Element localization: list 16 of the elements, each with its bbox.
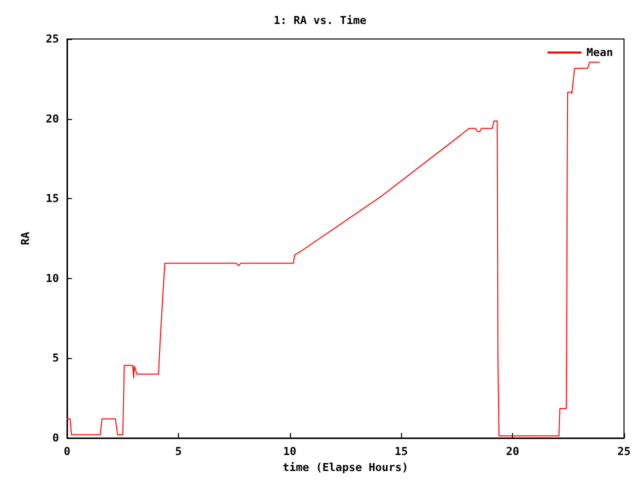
x-axis-title: time (Elapse Hours)	[282, 460, 408, 474]
y-tick-label: 0	[52, 432, 59, 444]
y-tick-label: 10	[46, 272, 59, 285]
chart-title: 1: RA vs. Time	[274, 14, 367, 27]
legend-label: Mean	[586, 46, 614, 59]
x-tick-label: 15	[394, 445, 408, 458]
x-tick-label: 10	[283, 445, 296, 458]
x-tick-label: 5	[175, 445, 182, 458]
y-tick-label: 20	[46, 112, 59, 126]
x-tick-label: 25	[617, 445, 631, 458]
x-tick-label: 0	[64, 445, 70, 458]
y-tick-label: 5	[52, 352, 59, 365]
x-tick-label: 20	[506, 445, 520, 458]
y-tick-label: 25	[46, 32, 59, 46]
y-tick-label: 15	[46, 192, 59, 206]
y-axis-title: RA	[19, 232, 32, 246]
